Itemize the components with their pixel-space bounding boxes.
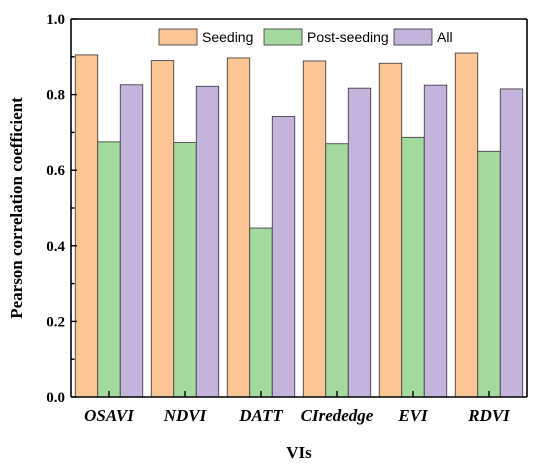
bar-osavi-seeding — [74, 54, 99, 398]
x-ticks-group: OSAVI NDVI DATT CIrededge EVI RDVI — [84, 391, 511, 425]
bar-osavi-post-seeding — [97, 141, 121, 398]
bar-ndvi-all — [195, 85, 220, 398]
y-tick-label: 0.4 — [46, 239, 65, 255]
x-tick-label: CIrededge — [301, 406, 374, 425]
y-tick-label: 0.0 — [46, 390, 65, 406]
bar-evi-post-seeding — [401, 136, 425, 398]
legend-label: All — [437, 29, 453, 45]
x-tick-label: OSAVI — [84, 406, 135, 425]
x-tick-label: DATT — [238, 406, 283, 425]
y-tick-label: 0.2 — [46, 314, 65, 330]
bar-osavi-all — [119, 84, 144, 398]
legend-swatch-seeding — [158, 28, 198, 46]
bar-ndvi-seeding — [150, 60, 175, 398]
legend-label: Seeding — [202, 29, 253, 45]
bar-rdvi-post-seeding — [477, 150, 501, 398]
x-tick-label: EVI — [397, 406, 429, 425]
bar-cirededge-seeding — [302, 60, 327, 398]
legend-swatch-post-seeding — [263, 28, 303, 46]
y-tick-label: 0.6 — [46, 163, 65, 179]
bar-evi-seeding — [378, 62, 403, 398]
y-tick-label: 1.0 — [46, 12, 65, 28]
bar-rdvi-all — [499, 88, 524, 398]
y-ticks-group: 0.0 0.2 0.4 0.6 0.8 1.0 — [46, 12, 77, 406]
x-tick-label: RDVI — [467, 406, 511, 425]
x-tick-label: NDVI — [163, 406, 208, 425]
legend-label: Post-seeding — [307, 29, 389, 45]
bars-group — [74, 52, 524, 398]
bar-rdvi-seeding — [454, 52, 479, 398]
legend: Seeding Post-seeding All — [158, 28, 453, 46]
bar-datt-seeding — [226, 57, 251, 398]
legend-swatch-all — [393, 28, 433, 46]
bar-cirededge-post-seeding — [325, 143, 349, 398]
bar-cirededge-all — [347, 87, 372, 398]
x-axis-title: VIs — [286, 443, 312, 462]
bar-evi-all — [423, 84, 448, 398]
y-tick-label: 0.8 — [46, 88, 65, 104]
bar-ndvi-post-seeding — [173, 142, 197, 398]
bar-datt-post-seeding — [249, 227, 273, 398]
y-axis-title: Pearson correlation coefficient — [7, 97, 26, 319]
bar-datt-all — [271, 116, 296, 398]
